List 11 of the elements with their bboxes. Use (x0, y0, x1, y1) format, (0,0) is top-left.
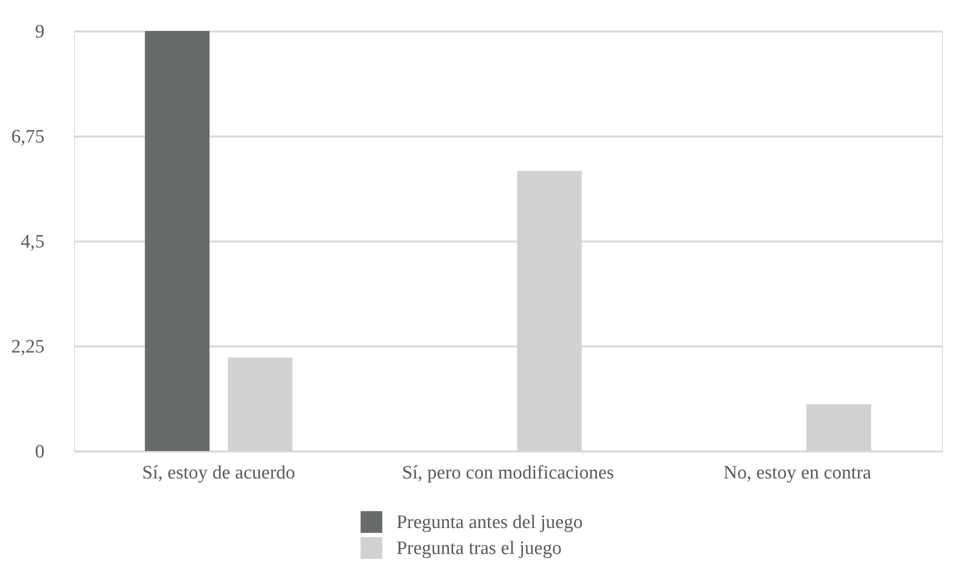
x-tick-label: Sí, estoy de acuerdo (142, 462, 296, 484)
x-tick-label: Sí, pero con modificaciones (402, 462, 614, 484)
y-tick-label: 6,75 (11, 126, 44, 148)
y-tick-label: 2,25 (11, 336, 44, 358)
bar (144, 31, 210, 451)
x-tick-label: No, estoy en contra (723, 462, 872, 484)
y-tick-label: 0 (35, 442, 44, 462)
legend-label: Pregunta antes del juego (396, 512, 583, 533)
y-tick-label: 4,5 (20, 232, 44, 252)
legend-label: Pregunta tras el juego (396, 538, 562, 559)
y-tick-label: 9 (35, 22, 44, 42)
